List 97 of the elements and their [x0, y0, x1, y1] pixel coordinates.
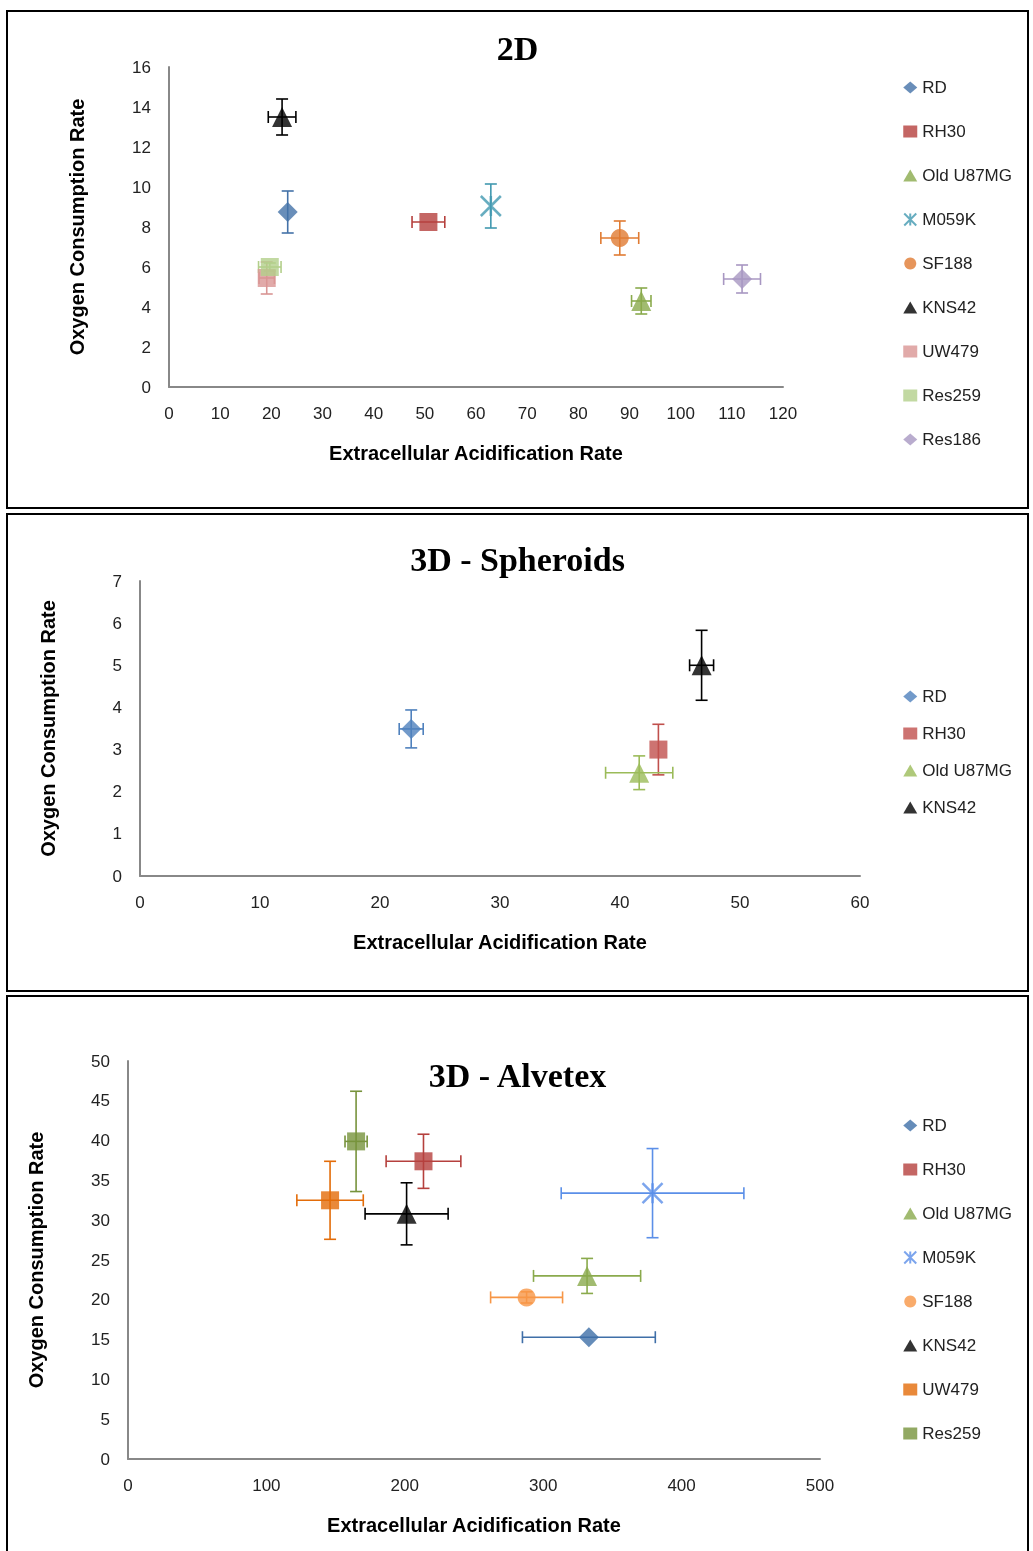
point	[277, 202, 298, 222]
x-tick-label: 30	[313, 404, 332, 423]
point	[321, 1191, 340, 1210]
y-tick-label: 14	[132, 97, 151, 117]
x-tick-label: 70	[517, 404, 537, 423]
x-axis-title: Extracellular Acidification Rate	[329, 442, 623, 464]
point	[401, 718, 422, 739]
x-tick-label: 0	[164, 404, 174, 423]
legend-label: Res259	[922, 386, 981, 405]
legend-label: Old U87MG	[922, 1204, 1012, 1223]
point	[629, 762, 650, 783]
chart-title: 3D - Spheroids	[410, 540, 625, 578]
y-tick-label: 15	[91, 1330, 110, 1350]
y-tick-label: 6	[141, 257, 151, 277]
legend-label: RH30	[922, 1160, 966, 1179]
x-tick-label: 200	[390, 1476, 419, 1495]
x-tick-label: 300	[529, 1476, 558, 1495]
y-tick-label: 2	[112, 782, 122, 802]
x-tick-label: 90	[620, 404, 639, 423]
point	[272, 107, 293, 127]
y-axis-title: Oxygen Consumption Rate	[37, 600, 59, 857]
y-tick-label: 0	[141, 377, 151, 397]
x-tick-label: 20	[370, 893, 390, 912]
x-tick-label: 30	[490, 893, 510, 912]
y-tick-label: 4	[141, 297, 151, 317]
y-axis-title: Oxygen Consumption Rate	[66, 98, 88, 356]
point	[577, 1265, 598, 1286]
point	[396, 1203, 417, 1224]
legend-label: Old U87MG	[922, 761, 1012, 780]
y-tick-label: 20	[91, 1290, 110, 1310]
legend-label: KNS42	[922, 298, 977, 317]
x-tick-label: 10	[210, 404, 230, 423]
y-tick-label: 10	[91, 1369, 110, 1389]
legend-label: RH30	[922, 122, 966, 141]
y-tick-label: 16	[132, 57, 151, 77]
y-tick-label: 6	[112, 613, 122, 633]
x-tick-label: 40	[610, 893, 630, 912]
y-tick-label: 8	[141, 217, 151, 237]
chart-title: 2D	[496, 29, 539, 67]
y-tick-label: 7	[112, 571, 122, 591]
x-tick-label: 10	[250, 893, 270, 912]
x-tick-label: 50	[730, 893, 750, 912]
point	[732, 269, 753, 289]
legend-label: Res186	[922, 430, 981, 449]
x-tick-label: 80	[568, 404, 588, 423]
legend-label: Old U87MG	[922, 166, 1012, 185]
x-tick-label: 100	[666, 404, 695, 423]
legend-label: SF188	[922, 254, 973, 273]
x-axis-title: Extracellular Acidification Rate	[327, 1514, 621, 1536]
y-tick-label: 5	[100, 1409, 110, 1429]
y-tick-label: 3	[112, 740, 122, 760]
y-tick-label: 5	[112, 655, 122, 675]
x-tick-label: 400	[667, 1476, 696, 1495]
legend-label: RH30	[922, 724, 966, 743]
legend-label: KNS42	[922, 1336, 977, 1355]
y-tick-label: 2	[141, 337, 151, 357]
x-tick-label: 100	[252, 1476, 281, 1495]
legend-label: KNS42	[922, 798, 977, 817]
y-tick-label: 30	[91, 1210, 110, 1230]
y-tick-label: 40	[91, 1131, 110, 1151]
point	[649, 740, 668, 759]
x-tick-label: 60	[466, 404, 486, 423]
legend-label: SF188	[922, 1292, 973, 1311]
legend-label: Res259	[922, 1424, 981, 1443]
y-tick-label: 10	[132, 177, 151, 197]
point	[414, 1152, 433, 1171]
legend-label: RD	[922, 78, 947, 97]
y-tick-label: 25	[91, 1250, 110, 1270]
point	[578, 1327, 599, 1348]
point	[419, 213, 438, 231]
legend-label: M059K	[922, 210, 977, 229]
legend-label: RD	[922, 1116, 947, 1135]
y-tick-label: 4	[112, 697, 122, 717]
y-tick-label: 0	[100, 1449, 110, 1469]
y-tick-label: 50	[91, 1051, 110, 1071]
x-tick-label: 500	[805, 1476, 835, 1495]
legend-label: UW479	[922, 342, 979, 361]
x-tick-label: 20	[261, 404, 281, 423]
legend-label: RD	[922, 687, 947, 706]
point	[641, 1181, 664, 1205]
y-tick-label: 0	[112, 866, 122, 886]
x-tick-label: 120	[768, 404, 798, 423]
x-tick-label: 50	[415, 404, 435, 423]
y-tick-label: 45	[91, 1091, 110, 1111]
y-tick-label: 12	[132, 137, 151, 157]
x-tick-label: 110	[718, 404, 746, 423]
y-tick-label: 1	[112, 824, 122, 844]
legend-label: UW479	[922, 1380, 979, 1399]
point	[610, 229, 629, 247]
y-axis-title: Oxygen Consumption Rate	[25, 1131, 47, 1389]
x-axis-title: Extracellular Acidification Rate	[353, 931, 647, 953]
x-tick-label: 40	[364, 404, 384, 423]
x-tick-label: 60	[850, 893, 870, 912]
chart-title: 3D - Alvetex	[428, 1056, 607, 1094]
y-tick-label: 35	[91, 1170, 110, 1190]
legend-label: M059K	[922, 1248, 977, 1267]
point	[479, 194, 503, 218]
